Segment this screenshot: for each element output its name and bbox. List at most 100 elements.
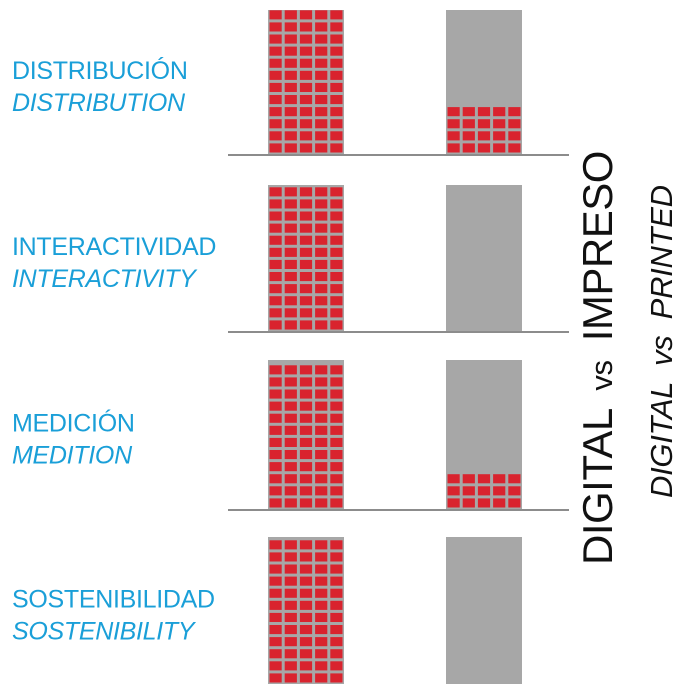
bar-cell (315, 34, 328, 44)
bar-cell (284, 498, 297, 508)
bar-cell (315, 498, 328, 508)
bar-cell (269, 612, 282, 622)
bar-cell (269, 211, 282, 221)
bar-cell (330, 82, 343, 92)
bar-cell (284, 552, 297, 562)
bar-background (446, 360, 522, 509)
bar-cell (299, 649, 313, 659)
bar-cell (269, 377, 282, 387)
bar-cell (299, 462, 313, 472)
bar-cell (493, 107, 506, 117)
bar-cell (269, 661, 282, 671)
bar-cell (299, 143, 313, 153)
bar-cell (315, 377, 328, 387)
bar-cell (330, 540, 343, 550)
bar-cell (315, 107, 328, 117)
bar-cell (269, 498, 282, 508)
bar-cell (477, 486, 491, 496)
bar-cell (315, 425, 328, 435)
bar-cell (269, 296, 282, 306)
bar-cell (315, 247, 328, 257)
bar-cell (299, 131, 313, 141)
bar-cell (330, 425, 343, 435)
bar-cell (284, 70, 297, 80)
bar-cell (284, 284, 297, 294)
bar-cell (315, 131, 328, 141)
bar-cell (330, 272, 343, 282)
bar-cell (315, 540, 328, 550)
bar-cell (508, 486, 521, 496)
bar-cell (299, 413, 313, 423)
bar-cell (508, 107, 521, 117)
subtitle-left: DIGITAL (644, 382, 679, 498)
bar-cell (493, 486, 506, 496)
bar-cell (315, 58, 328, 68)
bar-cell (462, 107, 475, 117)
bar-background (446, 537, 522, 684)
bar-cell (477, 474, 491, 484)
bar-cell (508, 498, 521, 508)
category-label-en: INTERACTIVITY (12, 265, 198, 293)
panel-4: SOSTENIBILIDAD SOSTENIBILITY (12, 537, 522, 684)
bar-cell (462, 474, 475, 484)
bar-cell (299, 637, 313, 647)
bar-background (268, 185, 344, 331)
bar-digital-2 (268, 185, 344, 331)
bar-cell (299, 34, 313, 44)
bar-cell (269, 576, 282, 586)
bar-cell (299, 22, 313, 32)
bar-digital-3 (268, 360, 344, 509)
bar-cell (493, 474, 506, 484)
bar-cell (284, 401, 297, 411)
bar-cell (269, 247, 282, 257)
bar-cell (269, 235, 282, 245)
bar-cell (315, 437, 328, 447)
chart-panels: DISTRIBUCIÓNDISTRIBUTIONINTERACTIVIDADIN… (12, 10, 569, 684)
bar-cell (330, 365, 343, 375)
bar-cell (315, 661, 328, 671)
bar-cell (315, 413, 328, 423)
vertical-title: DIGITAL vs IMPRESO (574, 151, 621, 565)
bar-cell (508, 474, 521, 484)
bar-cell (284, 425, 297, 435)
title-right: IMPRESO (574, 151, 621, 341)
bar-cell (315, 272, 328, 282)
bar-cell (284, 187, 297, 197)
bar-cell (447, 498, 460, 508)
bar-cell (299, 673, 313, 683)
bar-cell (330, 143, 343, 153)
bar-cell (477, 119, 491, 129)
panel-3: MEDICIÓN MEDITION (12, 360, 569, 511)
bar-cell (269, 58, 282, 68)
bar-cell (299, 450, 313, 460)
bar-cell (284, 486, 297, 496)
bar-cell (315, 235, 328, 245)
bar-cell (462, 143, 475, 153)
bar-cell (284, 211, 297, 221)
bar-cell (493, 131, 506, 141)
bar-cell (269, 625, 282, 635)
bar-cell (447, 486, 460, 496)
bar-background (446, 10, 522, 154)
bar-cell (330, 649, 343, 659)
bar-cell (330, 46, 343, 56)
bar-cell (315, 474, 328, 484)
bar-cell (269, 187, 282, 197)
bar-cell (330, 413, 343, 423)
bar-cell (299, 58, 313, 68)
bar-cell (315, 296, 328, 306)
bar-cell (269, 320, 282, 330)
bar-cell (299, 235, 313, 245)
bar-cell (493, 498, 506, 508)
bar-cell (315, 223, 328, 233)
bar-cell (299, 10, 313, 20)
bar-cell (330, 462, 343, 472)
bar-cell (330, 576, 343, 586)
bar-cell (299, 119, 313, 129)
bar-cell (299, 107, 313, 117)
bar-cell (330, 437, 343, 447)
bar-cell (299, 259, 313, 269)
bar-cell (269, 413, 282, 423)
bar-cell (493, 143, 506, 153)
